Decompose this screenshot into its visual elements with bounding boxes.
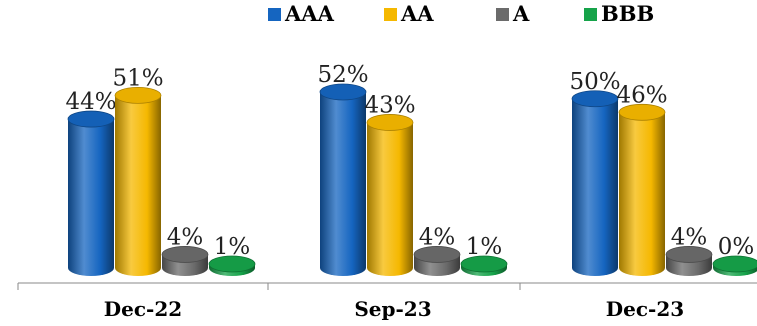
data-label-bbb-sep-23: 1% (466, 234, 503, 260)
legend-swatch-bbb (584, 8, 597, 21)
bar-a-dec-23 (665, 246, 713, 276)
legend-swatch-aaa (268, 8, 281, 21)
bar-bbb-sep-23 (460, 255, 508, 276)
bar-bbb-dec-22 (208, 255, 256, 276)
legend-label-bbb: BBB (601, 1, 654, 26)
data-label-aa-dec-22: 51% (112, 65, 163, 91)
bar-aa-dec-23 (618, 103, 666, 276)
data-label-bbb-dec-22: 1% (214, 234, 251, 260)
bar-aa-sep-23 (366, 114, 414, 276)
bar-aaa-dec-23 (571, 90, 619, 276)
bars-layer: 44%51% 4% 1% 52% 43% 4% 1% 50%46% 4% 0% (65, 62, 757, 276)
data-label-a-dec-22: 4% (167, 224, 204, 250)
legend-swatch-aa (384, 8, 397, 21)
legend-label-aaa: AAA (284, 1, 335, 26)
bar-aa-dec-22 (114, 86, 162, 276)
bar-bbb-dec-23 (712, 255, 757, 276)
data-label-a-dec-23: 4% (671, 224, 708, 250)
legend-label-a: A (512, 1, 530, 26)
x-tick-label-dec-23: Dec-23 (606, 297, 684, 321)
data-label-a-sep-23: 4% (419, 224, 456, 250)
data-label-aaa-sep-23: 52% (317, 62, 368, 88)
data-label-aa-sep-23: 43% (364, 92, 415, 118)
x-tick-label-dec-22: Dec-22 (104, 297, 182, 321)
bar-a-dec-22 (161, 246, 209, 276)
legend: AAA AA A BBB (268, 1, 654, 26)
bar-aaa-dec-22 (67, 110, 115, 276)
data-label-bbb-dec-23: 0% (718, 234, 755, 260)
x-tick-label-sep-23: Sep-23 (354, 297, 431, 321)
x-axis: Dec-22 Sep-23 Dec-23 (17, 282, 757, 321)
bar-aaa-sep-23 (319, 83, 367, 276)
data-label-aaa-dec-23: 50% (569, 69, 620, 95)
data-label-aa-dec-23: 46% (616, 82, 667, 108)
bar-a-sep-23 (413, 246, 461, 276)
legend-swatch-a (496, 8, 509, 21)
data-label-aaa-dec-22: 44% (65, 89, 116, 115)
legend-label-aa: AA (400, 1, 434, 26)
